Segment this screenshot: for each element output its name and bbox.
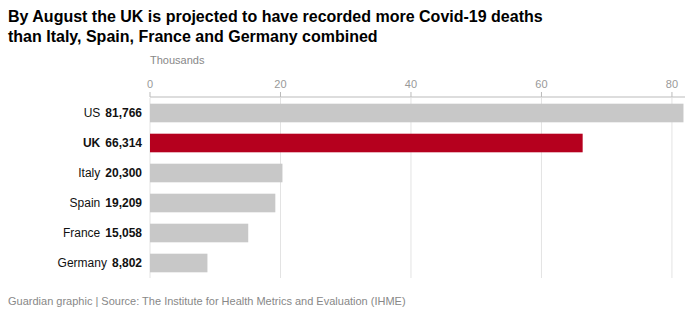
category-label: Italy <box>78 166 100 180</box>
tick-mark <box>671 92 672 97</box>
tick-mark <box>280 92 281 97</box>
bar-label: France 15,058 <box>63 226 142 240</box>
bar-label: Italy 20,300 <box>78 166 142 180</box>
bar-label: UK 66,314 <box>83 136 142 150</box>
bar <box>150 224 248 243</box>
tick-mark <box>410 92 411 97</box>
bar <box>150 164 282 183</box>
bar <box>150 254 207 273</box>
bar <box>150 194 275 213</box>
chart: By August the UK is projected to have re… <box>0 0 700 313</box>
title-line: By August the UK is projected to have re… <box>8 8 543 25</box>
bar-label: Germany 8,802 <box>58 256 143 270</box>
grid-line <box>150 98 151 278</box>
bar-label: Spain 19,209 <box>70 196 143 210</box>
title: By August the UK is projected to have re… <box>8 8 543 45</box>
bars <box>150 104 683 273</box>
title-line: than Italy, Spain, France and Germany co… <box>8 28 378 45</box>
grid-line <box>410 98 411 278</box>
bar-label: US 81,766 <box>84 106 143 120</box>
grid <box>150 98 672 278</box>
tick-label: 20 <box>274 78 286 90</box>
grid-line <box>671 98 672 278</box>
grid-line <box>280 98 281 278</box>
tick-label: 0 <box>147 78 153 90</box>
axis-line <box>150 97 685 98</box>
bar <box>150 134 583 153</box>
data-label: 81,766 <box>105 106 142 120</box>
bar <box>150 104 683 123</box>
grid-line <box>541 98 542 278</box>
category-label: UK <box>83 136 101 150</box>
data-label: 8,802 <box>112 256 142 270</box>
labels: US 81,766 UK 66,314 Italy 20,300 Spain 19,209 Fr… <box>58 106 143 270</box>
data-label: 15,058 <box>105 226 142 240</box>
tick-label: 60 <box>535 78 547 90</box>
category-label: US <box>84 106 101 120</box>
tick-label: 80 <box>666 78 678 90</box>
tick-label: 40 <box>405 78 417 90</box>
category-label: Spain <box>70 196 101 210</box>
axis-label: Thousands <box>150 54 205 66</box>
tick-mark <box>150 92 151 97</box>
footer: Guardian graphic | Source: The Institute… <box>8 295 406 307</box>
category-label: Germany <box>58 256 107 270</box>
data-label: 20,300 <box>105 166 142 180</box>
data-label: 66,314 <box>105 136 142 150</box>
category-label: France <box>63 226 101 240</box>
tick-mark <box>541 92 542 97</box>
data-label: 19,209 <box>105 196 142 210</box>
